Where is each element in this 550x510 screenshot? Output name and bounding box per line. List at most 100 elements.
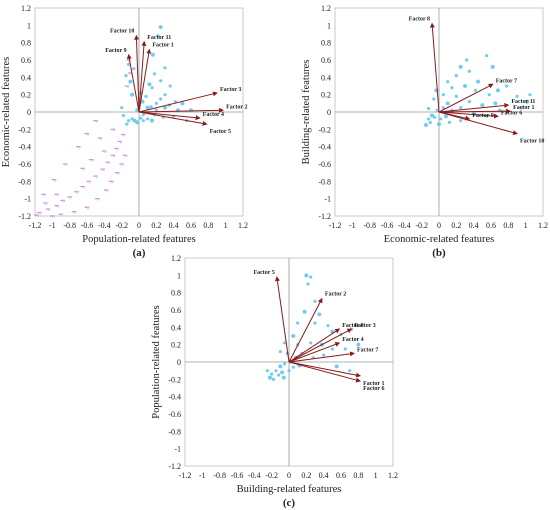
scatter-point-faint — [56, 205, 59, 208]
x-tick-label: -0.2 — [115, 221, 128, 230]
scatter-point — [132, 67, 136, 71]
scatter-point — [291, 365, 295, 369]
scatter-point-faint — [97, 198, 100, 201]
scatter-point — [124, 74, 128, 78]
x-tick-label: -0.8 — [363, 221, 376, 230]
scatter-point — [519, 106, 523, 110]
scatter-point — [135, 120, 140, 125]
scatter-point-faint — [56, 194, 59, 197]
x-axis-label: Building-related features — [237, 484, 342, 495]
scatter-point-faint — [104, 150, 107, 154]
scatter-point — [309, 341, 313, 345]
scatter-point-faint — [103, 189, 109, 191]
scatter-point — [356, 342, 361, 347]
scatter-point-faint — [105, 161, 110, 163]
scatter-point — [441, 93, 445, 97]
y-axis-label: Population-related features — [151, 305, 162, 418]
scatter-point-faint — [84, 133, 90, 135]
x-tick-label: -1 — [349, 221, 356, 230]
scatter-point — [274, 369, 278, 373]
loading-vector — [438, 102, 510, 113]
scatter-point — [326, 324, 330, 328]
x-tick-label: 0 — [287, 471, 291, 480]
scatter-point — [435, 108, 439, 112]
scatter-point — [445, 101, 450, 106]
scatter-point — [159, 79, 163, 83]
scatter-point — [490, 64, 495, 69]
scatter-point-faint — [128, 72, 133, 74]
y-tick-label: -0.4 — [168, 393, 181, 402]
scatter-point — [130, 117, 134, 121]
scatter-point — [153, 72, 157, 76]
panel-label: (b) — [432, 247, 446, 259]
scatter-point-faint — [126, 85, 129, 89]
loading-vector — [138, 40, 147, 113]
scatter-point — [313, 299, 317, 303]
scatter-point — [454, 94, 458, 98]
scatter-point — [163, 105, 167, 110]
x-tick-label: 0.4 — [169, 221, 179, 230]
scatter-point-faint — [102, 169, 105, 172]
y-tick-label: 1.2 — [21, 4, 31, 13]
scatter-point-faint — [112, 129, 116, 132]
y-tick-label: 0.8 — [171, 289, 181, 298]
y-tick-label: -0.2 — [318, 125, 331, 134]
loading-vector — [138, 107, 225, 113]
scatter-point — [281, 375, 286, 380]
scatter-point — [150, 52, 155, 57]
scatter-point — [304, 273, 309, 278]
y-tick-label: 1 — [327, 21, 331, 30]
y-tick-label: 0.4 — [321, 73, 331, 82]
loading-vector — [288, 328, 353, 363]
scatter-point — [141, 119, 145, 123]
scatter-point — [283, 362, 287, 366]
x-tick-label: 1 — [524, 221, 528, 230]
y-tick-label: 0 — [327, 108, 331, 117]
scatter-point-faint — [52, 215, 55, 219]
y-tick-label: -1.2 — [318, 212, 331, 221]
vector-label: Factor 9 — [105, 48, 126, 54]
scatter-point-faint — [115, 172, 120, 174]
scatter-point-faint — [43, 194, 46, 197]
scatter-point — [528, 93, 532, 97]
scatter-point-faint — [65, 163, 68, 167]
vector-label: Factor 3 — [354, 323, 375, 329]
x-tick-label: -0.4 — [398, 221, 411, 230]
scatter-point — [267, 375, 272, 380]
x-tick-label: -0.6 — [81, 221, 94, 230]
vector-label: Factor 10 — [110, 29, 134, 35]
x-tick-label: -0.8 — [63, 221, 76, 230]
scatter-point-faint — [60, 199, 65, 201]
x-tick-label: 1.2 — [238, 221, 248, 230]
scatter-point — [441, 106, 445, 110]
scatter-point — [168, 84, 172, 88]
scatter-point — [270, 372, 274, 376]
x-tick-label: 0.8 — [353, 471, 363, 480]
scatter-point — [467, 100, 471, 104]
x-tick-label: -0.6 — [381, 221, 394, 230]
scatter-point-faint — [82, 168, 85, 171]
y-tick-label: 0.2 — [321, 91, 331, 100]
y-tick-label: -0.8 — [168, 427, 181, 436]
chart-panel-1: -1.2-1.2 -1 -1 -0.8 -0.8 -0.6 -0.6 -0.4 -0.4 -0.2… — [1, 4, 248, 259]
scatter-point-faint — [109, 180, 114, 182]
scatter-point — [317, 312, 322, 317]
y-tick-label: 0 — [177, 358, 181, 367]
scatter-point — [125, 122, 129, 126]
scatter-point-faint — [111, 181, 114, 184]
scatter-point-faint — [86, 133, 90, 136]
y-tick-label: 0.6 — [21, 56, 31, 65]
y-tick-label: -1 — [324, 195, 331, 204]
scatter-point — [141, 113, 145, 117]
vector-label: Factor 3 — [220, 87, 241, 93]
scatter-point — [265, 369, 269, 373]
scatter-point-faint — [86, 180, 91, 182]
scatter-point — [427, 106, 431, 111]
scatter-point-faint — [110, 128, 116, 130]
x-tick-label: 0.8 — [203, 221, 213, 230]
scatter-point — [487, 93, 491, 97]
scatter-point-faint — [95, 198, 100, 200]
scatter-point — [150, 118, 154, 123]
scatter-point — [334, 364, 339, 369]
vector-label: Factor 1 — [363, 381, 384, 387]
